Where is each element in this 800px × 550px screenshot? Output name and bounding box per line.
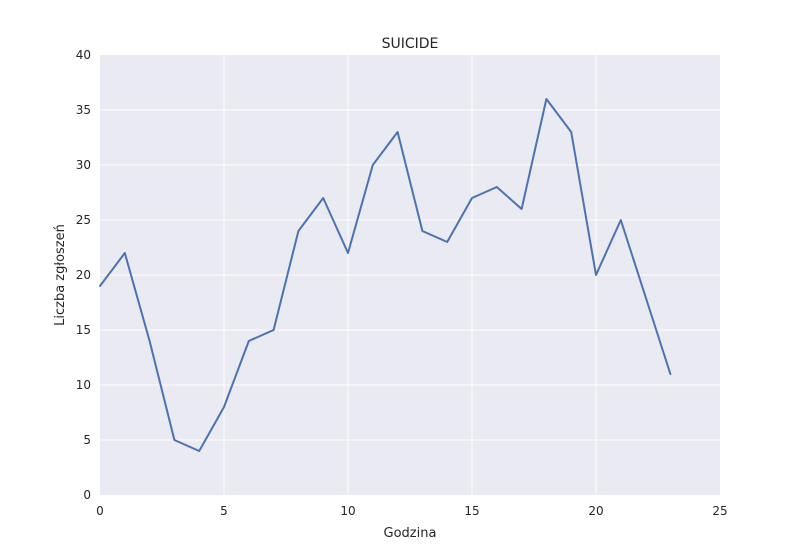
y-axis-title: Liczba zgłoszeń xyxy=(53,224,68,326)
y-tick-label: 5 xyxy=(83,433,91,447)
x-tick-label: 20 xyxy=(588,504,603,518)
x-tick-labels: 0 5 10 15 20 25 xyxy=(96,504,727,518)
y-tick-label: 15 xyxy=(76,323,91,337)
y-tick-label: 40 xyxy=(76,48,91,62)
y-tick-labels: 0 5 10 15 20 25 30 35 40 xyxy=(76,48,91,502)
gridlines xyxy=(100,55,720,495)
y-tick-label: 30 xyxy=(76,158,91,172)
y-tick-label: 25 xyxy=(76,213,91,227)
chart-title: SUICIDE xyxy=(382,36,439,52)
y-tick-label: 35 xyxy=(76,103,91,117)
y-tick-label: 0 xyxy=(83,488,91,502)
x-axis-title: Godzina xyxy=(384,526,437,541)
x-tick-label: 15 xyxy=(464,504,479,518)
series-line xyxy=(99,98,672,452)
y-tick-label: 20 xyxy=(76,268,91,282)
x-tick-label: 0 xyxy=(96,504,104,518)
series-layer xyxy=(99,98,672,452)
x-tick-label: 5 xyxy=(220,504,228,518)
x-tick-label: 10 xyxy=(340,504,355,518)
x-tick-label: 25 xyxy=(712,504,727,518)
y-tick-label: 10 xyxy=(76,378,91,392)
